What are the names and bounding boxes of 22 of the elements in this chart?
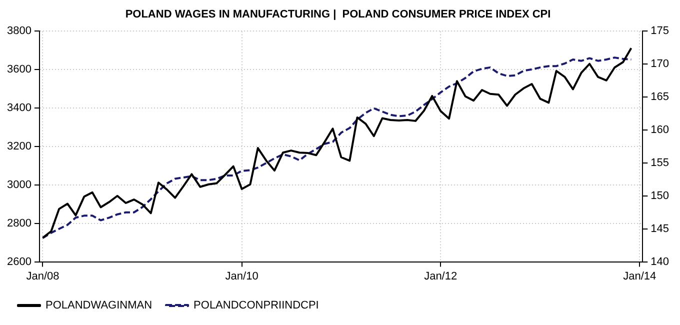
y2-tick-label: 170 xyxy=(650,58,670,70)
x-tick-label: Jan/14 xyxy=(623,270,656,282)
y-tick-label: 3600 xyxy=(6,64,32,76)
y-tick-label: 3000 xyxy=(6,178,32,191)
y2-tick-label: 175 xyxy=(650,25,670,38)
y2-tick-label: 165 xyxy=(650,91,670,104)
y-tick-label: 3800 xyxy=(6,25,32,38)
y2-tick-label: 140 xyxy=(650,256,670,268)
y-tick-label: 2800 xyxy=(6,217,32,230)
y-tick-label: 2600 xyxy=(6,256,32,268)
y2-tick-label: 160 xyxy=(650,124,670,136)
y2-tick-label: 145 xyxy=(650,222,670,235)
legend-label: POLANDWAGINMAN xyxy=(46,300,152,312)
legend-label: POLANDCONPRIINDCPI xyxy=(194,300,319,312)
x-tick-label: Jan/12 xyxy=(424,270,458,282)
x-tick-label: Jan/10 xyxy=(225,270,258,282)
y-tick-label: 3400 xyxy=(6,102,32,114)
y2-tick-label: 155 xyxy=(650,157,670,170)
y2-tick-label: 150 xyxy=(650,190,670,202)
chart-title: POLAND WAGES IN MANUFACTURING | POLAND CONSUMER PRICE INDEX CPI xyxy=(125,8,551,21)
x-tick-label: Jan/08 xyxy=(26,270,60,282)
y-tick-label: 3200 xyxy=(6,140,32,153)
